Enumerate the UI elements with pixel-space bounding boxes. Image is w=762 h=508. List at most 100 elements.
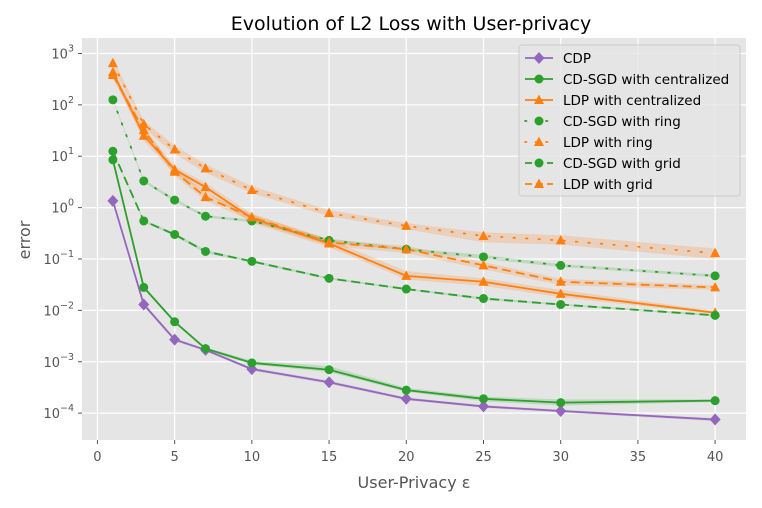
data-point: [201, 246, 211, 256]
data-point: [201, 344, 211, 354]
legend-marker: [534, 136, 544, 146]
data-point: [709, 413, 721, 426]
data-point: [555, 276, 566, 286]
series-line: [112, 150, 716, 317]
x-tick-label: 25: [475, 450, 492, 465]
data-point: [138, 118, 149, 129]
data-point: [138, 124, 149, 135]
legend-marker: [533, 52, 545, 64]
legend-marker: [534, 178, 544, 188]
data-point: [710, 271, 720, 281]
data-point: [478, 294, 488, 304]
series-line: [111, 62, 717, 255]
x-tick-label: 0: [93, 450, 101, 465]
data-point: [246, 184, 257, 195]
data-point: [324, 365, 334, 375]
x-tick-label: 15: [321, 450, 338, 465]
data-point: [200, 181, 211, 192]
series-line: [112, 71, 716, 314]
data-point: [139, 282, 149, 292]
y-tick-label: 10−1: [43, 249, 74, 268]
data-point: [200, 191, 211, 202]
data-point: [478, 230, 489, 241]
data-point: [323, 376, 335, 389]
data-point: [138, 130, 149, 140]
data-point: [401, 270, 412, 280]
data-point: [555, 405, 567, 418]
legend-marker: [534, 74, 544, 84]
data-point: [401, 243, 412, 254]
data-point: [107, 194, 119, 207]
data-point: [170, 229, 180, 239]
y-tick-label: 102: [51, 95, 74, 114]
data-point: [138, 298, 150, 311]
data-point: [710, 310, 720, 320]
data-point: [556, 300, 566, 310]
y-tick-label: 10−3: [43, 352, 74, 371]
y-tick-label: 100: [51, 198, 74, 217]
x-axis-label: User-Privacy ε: [358, 473, 471, 492]
legend-label: CDP: [563, 51, 591, 67]
data-point: [139, 176, 149, 186]
data-point: [169, 333, 181, 346]
data-point: [169, 166, 180, 176]
legend-marker: [534, 94, 544, 104]
legend-label: CD-SGD with ring: [563, 114, 681, 130]
data-point: [247, 358, 257, 368]
x-tick-label: 10: [244, 450, 261, 465]
data-point: [710, 396, 720, 406]
y-tick-label: 103: [51, 43, 74, 62]
data-point: [478, 394, 488, 404]
data-point: [324, 207, 335, 218]
data-point: [108, 146, 118, 156]
data-point: [401, 284, 411, 294]
data-point: [478, 259, 489, 270]
data-point: [478, 276, 489, 286]
data-point: [107, 57, 118, 68]
data-point: [170, 317, 180, 327]
data-point: [555, 234, 566, 245]
legend: CDP CD-SGD with centralized LDP with centr…: [518, 44, 741, 197]
data-point: [139, 216, 149, 226]
data-point: [401, 385, 411, 395]
y-tick-label: 101: [51, 146, 74, 165]
data-point: [108, 95, 118, 105]
x-tick-label: 30: [552, 450, 569, 465]
series-line: [112, 200, 716, 421]
data-point: [247, 256, 257, 266]
data-point: [246, 211, 257, 222]
y-tick-label: 10−4: [43, 403, 74, 422]
data-point: [170, 195, 180, 205]
legend-label: LDP with ring: [563, 135, 653, 151]
data-point: [710, 281, 721, 292]
legend-label: CD-SGD with grid: [563, 156, 681, 172]
chart-title: Evolution of L2 Loss with User-privacy: [231, 13, 591, 35]
series-line: [112, 74, 716, 289]
data-point: [477, 400, 489, 413]
data-point: [107, 69, 118, 80]
data-point: [478, 252, 488, 262]
legend-box: [518, 44, 741, 197]
legend-label: LDP with centralized: [563, 93, 701, 109]
x-tick-label: 40: [707, 450, 724, 465]
x-axis-ticks: 0 5 10 15 20 25 30 35 40: [93, 440, 723, 465]
data-point: [200, 162, 211, 173]
data-point: [108, 155, 118, 165]
data-point: [324, 273, 334, 283]
data-point: [555, 288, 566, 298]
data-point: [201, 211, 211, 221]
x-tick-label: 20: [398, 450, 415, 465]
y-axis-label: error: [15, 220, 34, 259]
series-line: [112, 159, 716, 404]
data-point: [324, 236, 335, 247]
legend-label: LDP with grid: [563, 177, 653, 193]
data-point: [710, 247, 721, 258]
series-lines: [111, 62, 717, 421]
series-markers: [107, 57, 721, 426]
legend-marker: [534, 158, 544, 168]
x-tick-label: 35: [630, 450, 647, 465]
data-point: [169, 144, 180, 154]
legend-label: CD-SGD with centralized: [563, 72, 729, 88]
x-tick-label: 5: [171, 450, 179, 465]
